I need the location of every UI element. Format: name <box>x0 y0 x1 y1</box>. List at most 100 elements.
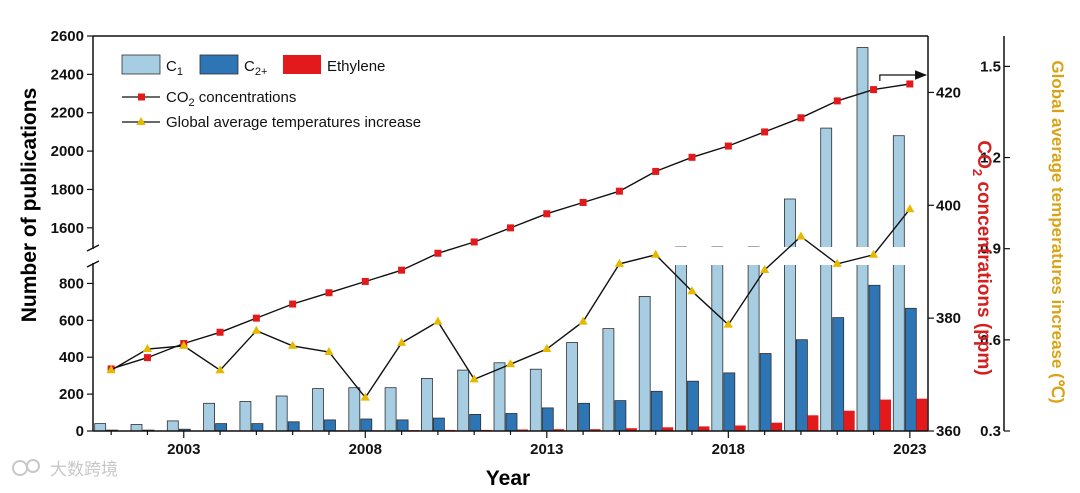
bar-c2-2023 <box>904 307 917 432</box>
y-temp-tick-0.3: 0.3 <box>980 423 1001 440</box>
bar-c2-2016 <box>650 390 663 432</box>
temperature-point-2022 <box>868 249 879 258</box>
co2-point-2007 <box>325 289 333 297</box>
bar-ethylene-2020 <box>807 415 819 431</box>
bar-ethylene-2022 <box>880 399 891 431</box>
temperature-point-2018 <box>723 319 733 328</box>
co2-point-2017 <box>688 153 696 161</box>
bar-c1-2002 <box>130 424 143 432</box>
co2-point-2016 <box>652 167 660 175</box>
bar-c1-2019 <box>747 246 760 432</box>
co2-point-2008 <box>361 277 369 285</box>
y-left-tick-600: 600 <box>59 312 84 329</box>
temperature-point-2009 <box>396 337 407 346</box>
bar-ethylene-2021 <box>843 410 855 431</box>
co2-point-2006 <box>289 300 297 308</box>
co2-point-2021 <box>833 97 841 105</box>
y-left-tick-0: 0 <box>76 423 84 440</box>
bar-c1-2023 <box>892 135 905 432</box>
bar-c2-2012 <box>505 413 518 432</box>
bar-ethylene-2019 <box>771 422 783 431</box>
axis-break-gap <box>94 247 927 265</box>
y-co2-tick-420: 420 <box>936 84 961 101</box>
y-co2-tick-380: 380 <box>936 310 961 327</box>
y-left-tick-1800: 1800 <box>51 181 84 198</box>
bar-c2-2022 <box>868 284 881 432</box>
bar-ethylene-2023 <box>916 398 928 431</box>
legend-swatch-2 <box>283 55 321 74</box>
bar-ethylene-2015 <box>625 428 637 431</box>
co2-axis-arrow <box>879 70 928 81</box>
y-temp-tick-0.9: 0.9 <box>980 241 1001 258</box>
temperature-point-2014 <box>578 316 588 325</box>
x-tick-2013: 2013 <box>530 441 563 458</box>
co2-point-2011 <box>470 238 478 246</box>
legend-marker-triangle <box>136 117 146 125</box>
bar-c2-2019 <box>759 353 772 432</box>
bar-c2-2018 <box>723 372 736 432</box>
watermark-logo: 大数跨境 <box>12 459 118 480</box>
bar-c1-2008 <box>348 387 361 432</box>
temperature-point-2004 <box>215 365 225 374</box>
y-left-tick-400: 400 <box>59 349 84 366</box>
x-axis-label: Year <box>486 467 530 490</box>
bar-c1-2001 <box>94 423 107 432</box>
y-left-tick-2400: 2400 <box>51 66 84 83</box>
co2-point-2013 <box>543 210 551 218</box>
bar-c2-2015 <box>614 400 627 432</box>
bar-c2-2005 <box>251 423 264 432</box>
y-left-tick-2200: 2200 <box>51 105 84 122</box>
y-temp-tick-1.2: 1.2 <box>980 150 1001 167</box>
temperature-point-2017 <box>687 286 697 295</box>
bar-c2-2006 <box>287 421 300 432</box>
bar-c1-2015 <box>602 328 615 432</box>
bar-c2-2009 <box>396 419 409 432</box>
co2-point-2014 <box>579 198 587 206</box>
watermark-text: 大数跨境 <box>50 460 118 480</box>
legend-line-label-1: Global average temperatures increase <box>166 114 421 131</box>
co2-point-2002 <box>143 354 151 362</box>
co2-point-2023 <box>906 80 914 88</box>
bar-c1-2014 <box>566 342 578 432</box>
legend-label-2: Ethylene <box>327 58 385 75</box>
bar-c2-2004 <box>215 423 228 432</box>
bar-c2-2021 <box>832 317 845 432</box>
co2-point-2004 <box>216 328 224 336</box>
temperature-point-2019 <box>760 264 770 273</box>
bar-ethylene-2016 <box>662 427 674 431</box>
bar-c1-2006 <box>275 395 288 432</box>
temperature-point-2016 <box>651 249 661 258</box>
temperature-point-2012 <box>505 359 516 368</box>
co2-point-2012 <box>507 224 514 232</box>
bar-c1-2012 <box>493 362 506 432</box>
co2-point-2019 <box>761 128 769 136</box>
bar-c2-2010 <box>432 417 445 432</box>
temperature-point-2008 <box>360 392 370 401</box>
temperature-point-2003 <box>179 340 189 349</box>
y-right-temperature-axis-label: Global average temperatures increase (℃) <box>1048 60 1067 403</box>
bar-c2-2011 <box>469 413 482 432</box>
co2-point-2020 <box>797 114 805 122</box>
temperature-point-2021 <box>832 258 842 267</box>
temperature-point-2002 <box>142 343 153 352</box>
bar-c2-2007 <box>324 419 336 432</box>
bar-c2-2013 <box>541 407 554 432</box>
y-left-tick-2000: 2000 <box>51 143 84 160</box>
bar-c2-2008 <box>360 418 373 432</box>
temperature-point-2011 <box>469 374 479 383</box>
bar-c2-2020 <box>796 339 808 432</box>
bar-ethylene-2018 <box>734 425 746 431</box>
bar-c1-2017 <box>675 246 687 432</box>
y-left-tick-800: 800 <box>59 275 84 292</box>
temperature-point-2020 <box>796 231 806 240</box>
bar-c1-2004 <box>203 402 216 432</box>
y-co2-tick-400: 400 <box>936 197 961 214</box>
y-right-co2-axis-label: CO2 concentrations (ppm) <box>970 140 994 375</box>
bar-c1-2003 <box>166 420 179 432</box>
bar-c1-2020 <box>784 198 796 432</box>
bar-c1-2021 <box>820 127 833 432</box>
y-left-tick-2600: 2600 <box>51 28 84 45</box>
y-temp-tick-1.5: 1.5 <box>980 58 1001 75</box>
co2-point-2022 <box>870 86 878 94</box>
